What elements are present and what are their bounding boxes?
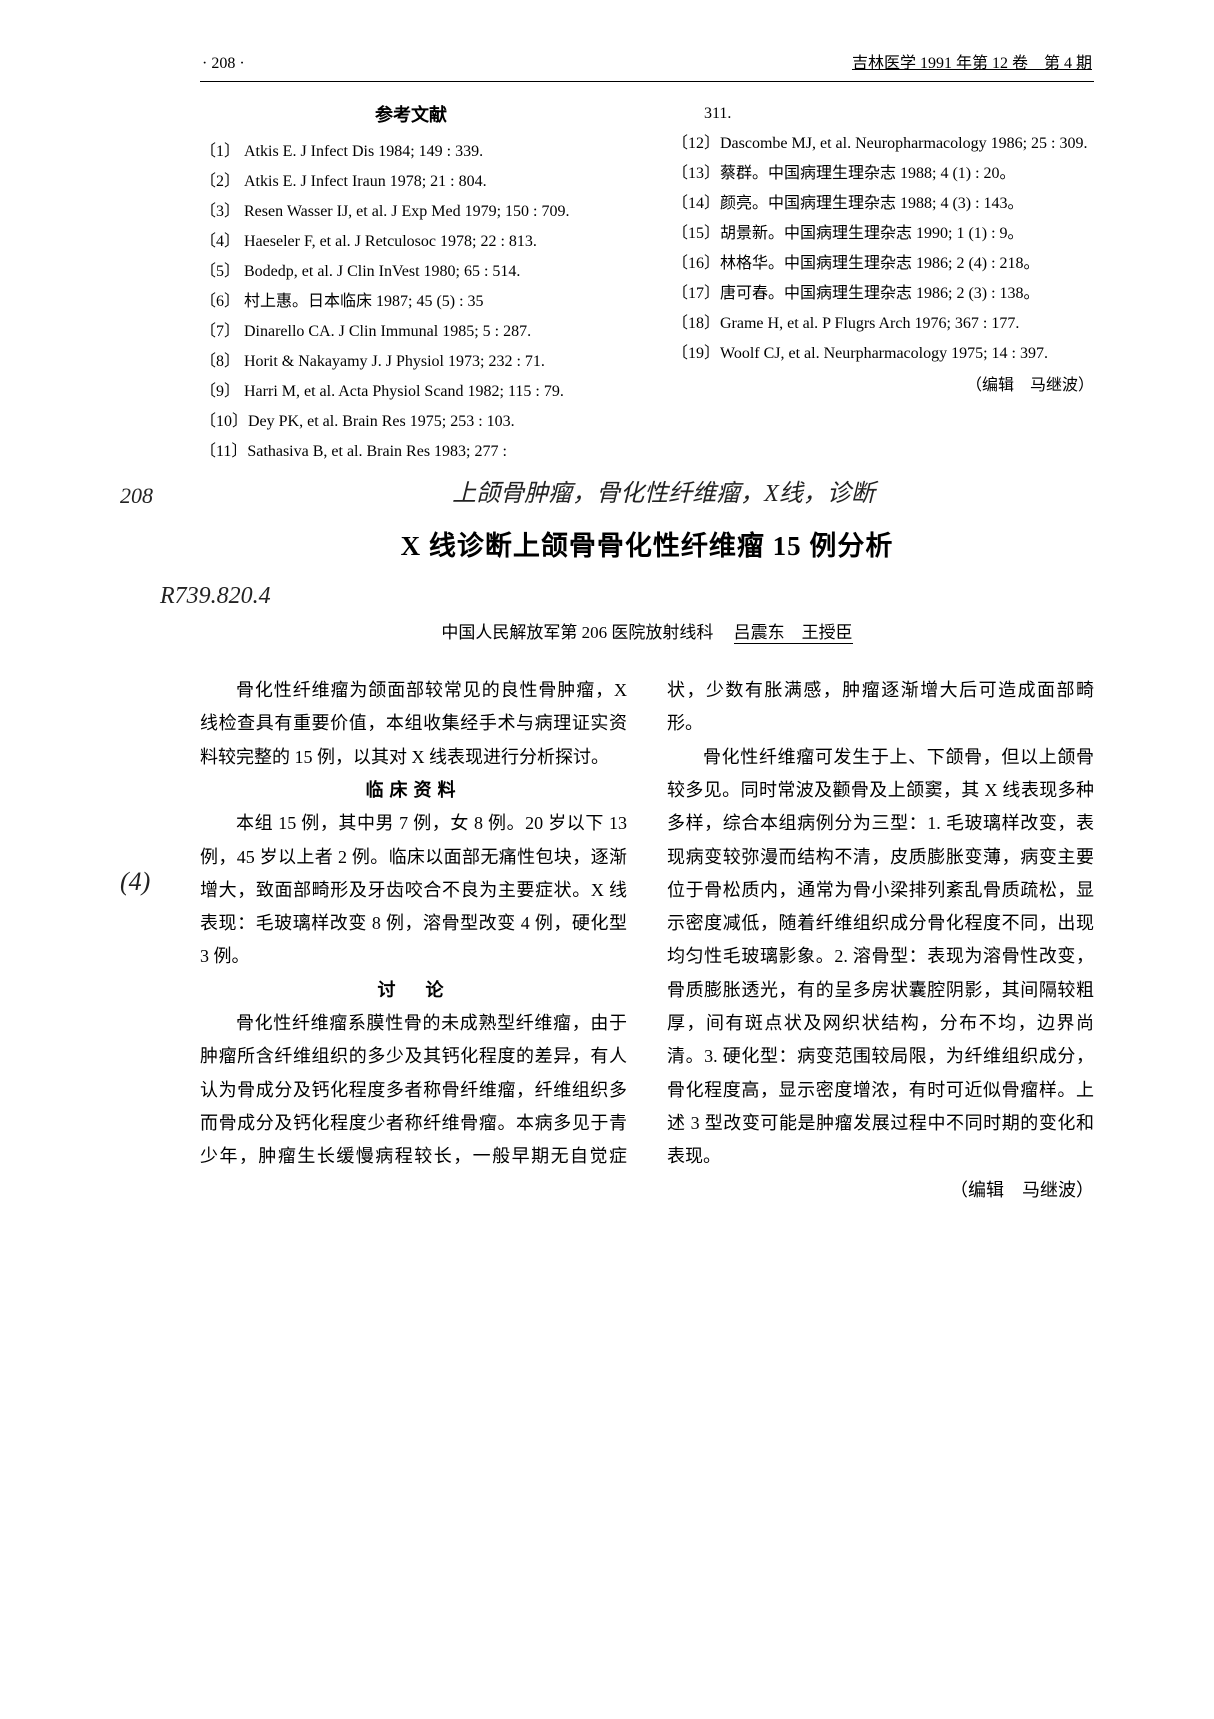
section-heading: 临床资料 bbox=[200, 774, 627, 807]
authors: 吕震东 王授臣 bbox=[734, 623, 853, 644]
ref-item: 〔5〕 Bodedp, et al. J Clin InVest 1980; 6… bbox=[200, 258, 622, 286]
ref-item: 〔13〕蔡群。中国病理生理杂志 1988; 4 (1) : 20。 bbox=[672, 160, 1094, 188]
body-paragraph: 本组 15 例，其中男 7 例，女 8 例。20 岁以下 13 例，45 岁以上… bbox=[200, 807, 627, 973]
body-paragraph: 骨化性纤维瘤可发生于上、下颌骨，但以上颌骨较多见。同时常波及颧骨及上颌窦，其 X… bbox=[667, 741, 1094, 1174]
ref-item: 〔19〕Woolf CJ, et al. Neurpharmacology 19… bbox=[672, 340, 1094, 368]
ref-item: 〔1〕 Atkis E. J Infect Dis 1984; 149 : 33… bbox=[200, 138, 622, 166]
ref-item: 〔16〕林格华。中国病理生理杂志 1986; 2 (4) : 218。 bbox=[672, 250, 1094, 278]
affiliation: 中国人民解放军第 206 医院放射线科 bbox=[441, 623, 713, 642]
ref-item: 〔9〕 Harri M, et al. Acta Physiol Scand 1… bbox=[200, 378, 622, 406]
ref-item: 〔17〕唐可春。中国病理生理杂志 1986; 2 (3) : 138。 bbox=[672, 280, 1094, 308]
handwritten-margin-mark: (4) bbox=[120, 860, 150, 904]
header-rule bbox=[200, 81, 1094, 82]
editor-note: （编辑 马继波） bbox=[672, 372, 1094, 400]
intro-paragraph: 骨化性纤维瘤为颌面部较常见的良性骨肿瘤，X 线检查具有重要价值，本组收集经手术与… bbox=[200, 674, 627, 774]
ref-item: 〔14〕颜亮。中国病理生理杂志 1988; 4 (3) : 143。 bbox=[672, 190, 1094, 218]
affiliation-line: 中国人民解放军第 206 医院放射线科 吕震东 王授臣 bbox=[200, 619, 1094, 648]
page-number: · 208 · bbox=[202, 50, 245, 77]
references-right-column: 311. 〔12〕Dascombe MJ, et al. Neuropharma… bbox=[672, 100, 1094, 468]
ref-item: 〔12〕Dascombe MJ, et al. Neuropharmacolog… bbox=[672, 130, 1094, 158]
ref-item: 311. bbox=[672, 100, 1094, 128]
article-title: X 线诊断上颌骨骨化性纤维瘤 15 例分析 bbox=[200, 524, 1094, 570]
journal-title: 吉林医学 1991 年第 12 卷 第 4 期 bbox=[852, 50, 1092, 77]
article-body: 骨化性纤维瘤为颌面部较常见的良性骨肿瘤，X 线检查具有重要价值，本组收集经手术与… bbox=[200, 674, 1094, 1207]
references-block: 参考文献 〔1〕 Atkis E. J Infect Dis 1984; 149… bbox=[200, 100, 1094, 468]
ref-item: 〔4〕 Haeseler F, et al. J Retculosoc 1978… bbox=[200, 228, 622, 256]
ref-item: 〔18〕Grame H, et al. P Flugrs Arch 1976; … bbox=[672, 310, 1094, 338]
handwritten-page-num: 208 bbox=[120, 477, 153, 514]
ref-item: 〔15〕胡景新。中国病理生理杂志 1990; 1 (1) : 9。 bbox=[672, 220, 1094, 248]
handwritten-classification: R739.820.4 bbox=[160, 576, 1094, 617]
ref-item: 〔6〕 村上惠。日本临床 1987; 45 (5) : 35 bbox=[200, 288, 622, 316]
references-left-column: 参考文献 〔1〕 Atkis E. J Infect Dis 1984; 149… bbox=[200, 100, 622, 468]
ref-item: 〔8〕 Horit & Nakayamy J. J Physiol 1973; … bbox=[200, 348, 622, 376]
running-header: · 208 · 吉林医学 1991 年第 12 卷 第 4 期 bbox=[200, 50, 1094, 77]
handwritten-keywords: 上颌骨肿瘤，骨化性纤维瘤，X线，诊断 bbox=[153, 474, 1094, 515]
section-heading: 讨 论 bbox=[200, 974, 627, 1007]
editor-note: （编辑 马继波） bbox=[667, 1174, 1094, 1207]
ref-item: 〔10〕Dey PK, et al. Brain Res 1975; 253 :… bbox=[200, 408, 622, 436]
page: · 208 · 吉林医学 1991 年第 12 卷 第 4 期 参考文献 〔1〕… bbox=[0, 0, 1214, 1307]
ref-item: 〔7〕 Dinarello CA. J Clin Immunal 1985; 5… bbox=[200, 318, 622, 346]
ref-item: 〔2〕 Atkis E. J Infect Iraun 1978; 21 : 8… bbox=[200, 168, 622, 196]
references-heading: 参考文献 bbox=[200, 100, 622, 132]
ref-item: 〔11〕Sathasiva B, et al. Brain Res 1983; … bbox=[200, 438, 622, 466]
ref-item: 〔3〕 Resen Wasser IJ, et al. J Exp Med 19… bbox=[200, 198, 622, 226]
handwritten-annotation-row: 208 上颌骨肿瘤，骨化性纤维瘤，X线，诊断 bbox=[200, 474, 1094, 515]
